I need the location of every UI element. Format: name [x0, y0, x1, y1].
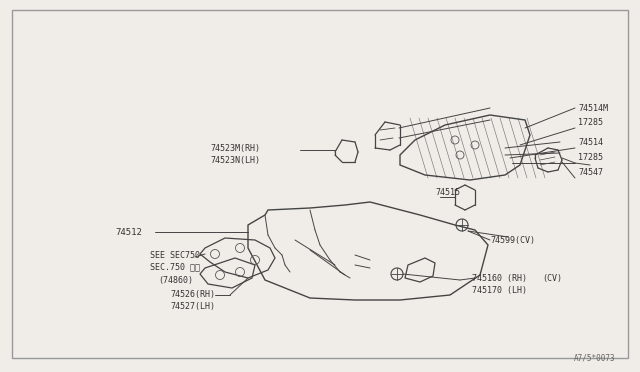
Text: SEE SEC750: SEE SEC750 — [150, 250, 200, 260]
Text: (74860): (74860) — [158, 276, 193, 285]
Text: 74514: 74514 — [578, 138, 603, 147]
Text: 74599(CV): 74599(CV) — [490, 235, 535, 244]
Text: 74527(LH): 74527(LH) — [170, 302, 215, 311]
Text: SEC.750 参照: SEC.750 参照 — [150, 263, 200, 272]
Text: (CV): (CV) — [542, 273, 562, 282]
Text: 17285: 17285 — [578, 118, 603, 126]
Text: 74515: 74515 — [435, 187, 460, 196]
Text: 745170 (LH): 745170 (LH) — [472, 285, 527, 295]
Text: 74526(RH): 74526(RH) — [170, 291, 215, 299]
Text: A7/5*0073: A7/5*0073 — [574, 353, 616, 362]
Text: 74523N(LH): 74523N(LH) — [210, 155, 260, 164]
Text: 74523M(RH): 74523M(RH) — [210, 144, 260, 153]
Text: 17285: 17285 — [578, 153, 603, 161]
Text: 74514M: 74514M — [578, 103, 608, 112]
FancyBboxPatch shape — [12, 10, 628, 358]
Text: 745160 (RH): 745160 (RH) — [472, 273, 527, 282]
Text: 74547: 74547 — [578, 167, 603, 176]
Text: 74512: 74512 — [115, 228, 142, 237]
